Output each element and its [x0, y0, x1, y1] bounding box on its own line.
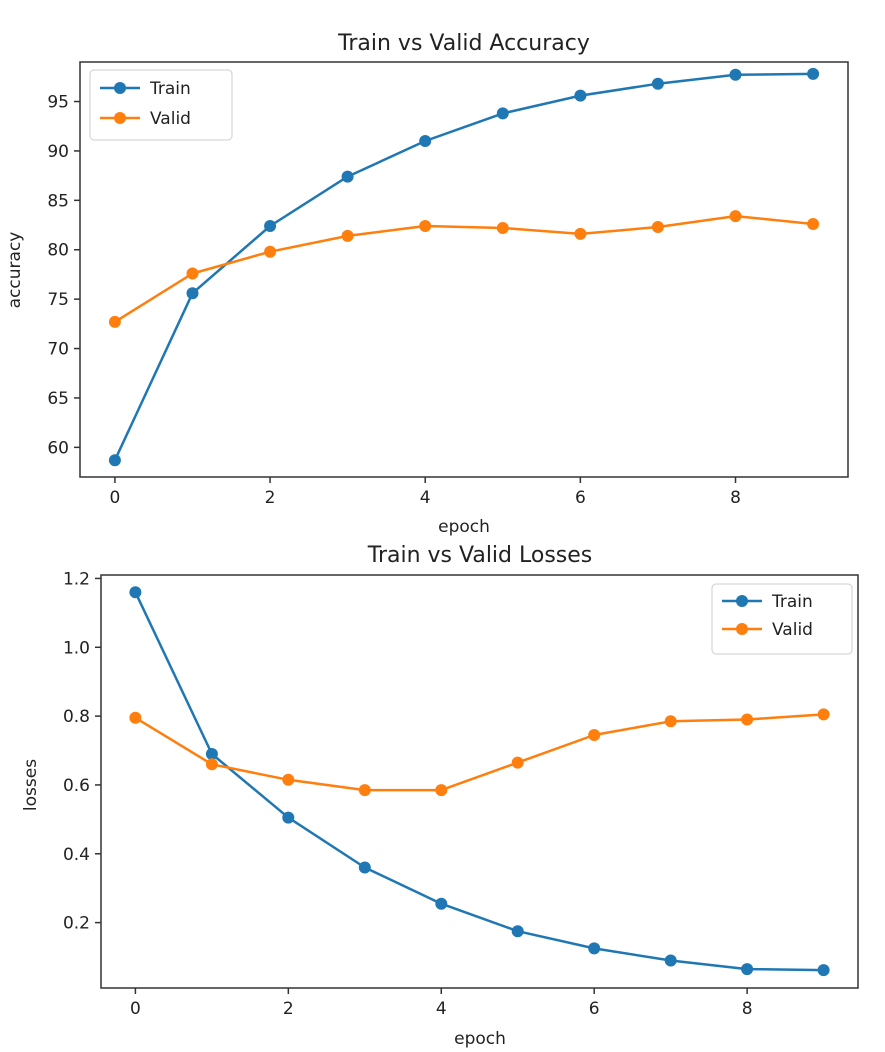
losses-y-tick-label: 0.2 [63, 914, 90, 934]
losses-train-point [358, 861, 371, 874]
losses-y-tick-label: 0.6 [63, 776, 90, 796]
losses-y-tick-label: 1.2 [63, 569, 90, 589]
accuracy-train-point [341, 170, 354, 183]
losses-valid-point [358, 784, 371, 797]
losses-valid-point [741, 713, 754, 726]
accuracy-legend-valid-label: Valid [150, 109, 191, 129]
losses-y-tick-label: 0.8 [63, 707, 90, 727]
losses-x-tick-label: 0 [130, 999, 141, 1019]
losses-series-markers [129, 586, 830, 977]
losses-x-axis-label: epoch [454, 1029, 506, 1049]
accuracy-x-tick-label: 0 [109, 488, 120, 508]
accuracy-series-lines [113, 72, 814, 461]
losses-train-line [134, 591, 824, 972]
losses-valid-line [134, 713, 824, 792]
losses-legend-train-label: Train [771, 592, 813, 612]
losses-y-tick-label: 0.4 [63, 845, 90, 865]
losses-train-point [282, 811, 295, 824]
accuracy-y-tick-label: 80 [47, 241, 69, 261]
accuracy-train-point [651, 77, 664, 90]
accuracy-valid-point [807, 218, 820, 230]
losses-series-lines [134, 591, 824, 972]
accuracy-train-point [807, 67, 820, 80]
losses-train-point [205, 748, 218, 760]
losses-x-tick-label: 4 [436, 999, 447, 1019]
accuracy-x-axis-label: epoch [438, 517, 490, 537]
accuracy-train-point [729, 68, 742, 81]
accuracy-chart: Train vs Valid Accuracy epoch accuracy 0… [5, 31, 849, 537]
losses-y-tick-label: 1.0 [63, 638, 90, 658]
accuracy-x-tick-label: 6 [575, 488, 586, 508]
accuracy-valid-point [729, 210, 742, 223]
losses-train-point [435, 897, 448, 910]
accuracy-valid-point [574, 227, 587, 240]
losses-train-point [511, 925, 524, 938]
accuracy-y-tick-label: 70 [47, 340, 69, 360]
accuracy-train-point [574, 89, 587, 102]
accuracy-train-point [264, 220, 277, 232]
losses-x-tick-label: 8 [742, 999, 753, 1019]
accuracy-x-tick-label: 2 [265, 488, 276, 508]
losses-chart-title: Train vs Valid Losses [367, 543, 593, 568]
accuracy-y-tick-label: 60 [47, 438, 69, 458]
losses-x-tick-label: 6 [589, 999, 600, 1019]
losses-valid-point [664, 715, 677, 728]
losses-legend-valid-marker [736, 623, 748, 635]
accuracy-valid-point [264, 245, 277, 258]
losses-valid-point [129, 711, 142, 724]
losses-valid-point [435, 784, 448, 797]
losses-train-point [817, 964, 830, 977]
accuracy-valid-point [651, 221, 664, 233]
accuracy-valid-point [496, 222, 509, 234]
accuracy-y-tick-label: 75 [47, 290, 69, 310]
accuracy-train-point [496, 107, 509, 120]
losses-train-point [129, 586, 142, 599]
accuracy-y-tick-label: 95 [47, 93, 69, 113]
accuracy-y-tick-label: 85 [47, 191, 69, 211]
losses-valid-point [205, 758, 218, 771]
accuracy-train-point [186, 287, 199, 300]
accuracy-valid-point [186, 267, 199, 280]
losses-valid-point [588, 729, 601, 741]
losses-legend-train-marker [736, 595, 748, 607]
accuracy-x-tick-label: 8 [730, 488, 741, 508]
accuracy-train-point [108, 454, 121, 467]
losses-valid-point [817, 708, 830, 721]
accuracy-train-point [419, 135, 432, 147]
losses-legend-valid-label: Valid [772, 620, 813, 640]
accuracy-series-markers [108, 67, 820, 467]
accuracy-train-line [113, 72, 814, 461]
accuracy-y-tick-label: 65 [47, 389, 69, 409]
accuracy-legend-valid-marker [114, 112, 126, 124]
losses-axis-ticks: 0 2 4 6 8 0.2 0.4 0.6 0.8 1.0 1.2 [63, 569, 753, 1019]
losses-x-tick-label: 2 [283, 999, 294, 1019]
losses-y-axis-label: losses [21, 759, 41, 811]
accuracy-legend: Train Valid [89, 69, 233, 141]
losses-train-point [741, 963, 754, 976]
losses-chart: Train vs Valid Losses epoch losses 0 2 4 6 8… [21, 543, 859, 1049]
losses-valid-point [511, 756, 524, 769]
accuracy-valid-point [419, 220, 432, 232]
accuracy-y-axis-label: accuracy [5, 232, 25, 309]
accuracy-x-tick-label: 4 [420, 488, 431, 508]
losses-train-point [664, 954, 677, 967]
accuracy-valid-point [108, 315, 121, 328]
accuracy-valid-point [341, 229, 354, 242]
accuracy-legend-train-label: Train [149, 79, 191, 99]
accuracy-chart-title: Train vs Valid Accuracy [337, 31, 590, 56]
losses-legend: Train Valid [711, 583, 853, 655]
accuracy-axis-ticks: 0 2 4 6 8 60 65 70 75 80 85 90 95 [47, 93, 741, 508]
accuracy-legend-train-marker [114, 82, 126, 94]
accuracy-y-tick-label: 90 [47, 142, 69, 162]
losses-valid-point [282, 773, 295, 786]
losses-train-point [588, 942, 601, 955]
accuracy-valid-line [114, 214, 814, 323]
